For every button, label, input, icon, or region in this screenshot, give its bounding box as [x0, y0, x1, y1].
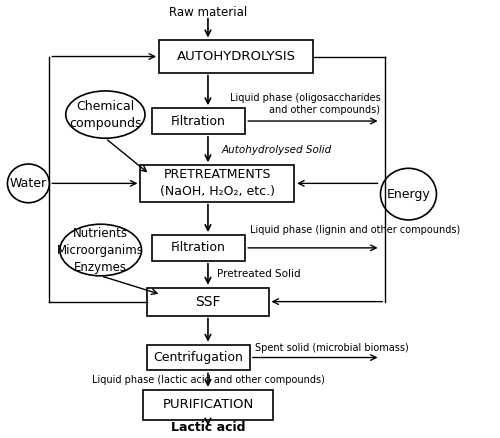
Text: Raw material: Raw material — [169, 6, 247, 19]
Text: Lactic acid: Lactic acid — [170, 421, 245, 434]
Ellipse shape — [8, 164, 50, 203]
Text: Centrifugation: Centrifugation — [154, 351, 244, 364]
Text: Chemical
compounds: Chemical compounds — [69, 99, 142, 130]
FancyBboxPatch shape — [142, 390, 273, 420]
Text: Water: Water — [10, 177, 47, 190]
FancyBboxPatch shape — [148, 288, 268, 316]
Text: Spent solid (microbial biomass): Spent solid (microbial biomass) — [254, 343, 408, 353]
Text: Pretreated Solid: Pretreated Solid — [218, 269, 301, 279]
Text: Liquid phase (lignin and other compounds): Liquid phase (lignin and other compounds… — [250, 225, 460, 235]
FancyBboxPatch shape — [152, 108, 246, 134]
Text: AUTOHYDROLYSIS: AUTOHYDROLYSIS — [176, 50, 296, 63]
Text: Autohydrolysed Solid: Autohydrolysed Solid — [222, 145, 332, 155]
Text: PRETREATMENTS
(NaOH, H₂O₂, etc.): PRETREATMENTS (NaOH, H₂O₂, etc.) — [160, 168, 275, 198]
FancyBboxPatch shape — [159, 40, 313, 73]
Ellipse shape — [60, 224, 142, 276]
Ellipse shape — [66, 91, 145, 138]
Text: Nutrients
Microorganims
Enzymes: Nutrients Microorganims Enzymes — [58, 226, 144, 273]
Text: Energy: Energy — [386, 187, 430, 201]
Text: Liquid phase (oligosaccharides
and other compounds): Liquid phase (oligosaccharides and other… — [230, 93, 380, 115]
FancyBboxPatch shape — [148, 345, 250, 371]
FancyBboxPatch shape — [140, 165, 294, 201]
Text: Liquid phase (lactic acid and other compounds): Liquid phase (lactic acid and other comp… — [92, 375, 324, 385]
Text: Filtration: Filtration — [171, 241, 226, 254]
Text: Filtration: Filtration — [171, 114, 226, 127]
Text: PURIFICATION: PURIFICATION — [162, 398, 254, 411]
FancyBboxPatch shape — [152, 235, 246, 261]
Ellipse shape — [380, 168, 436, 220]
Text: SSF: SSF — [195, 295, 220, 309]
